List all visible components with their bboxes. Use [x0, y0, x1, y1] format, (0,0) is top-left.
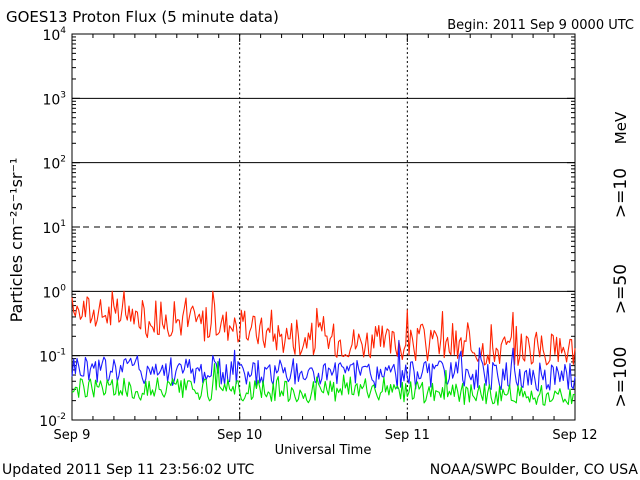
- day-dividers: [239, 34, 408, 420]
- updated-timestamp: Updated 2011 Sep 11 23:56:02 UTC: [2, 462, 255, 478]
- x-tick-label: Sep 10: [217, 428, 262, 443]
- x-axis-tick-labels: Sep 9 Sep 10 Sep 11 Sep 12: [54, 428, 598, 443]
- chart-title: GOES13 Proton Flux (5 minute data): [6, 8, 279, 26]
- series-line-ge50: [71, 339, 576, 392]
- legend: MeV >=10 >=50 >=100: [611, 111, 631, 407]
- y-tick-label: 102: [42, 155, 66, 173]
- series-line-ge10: [71, 290, 576, 366]
- y-tick-label: 101: [42, 219, 66, 237]
- y-tick-label: 104: [42, 26, 66, 44]
- x-tick-label: Sep 11: [385, 428, 430, 443]
- begin-time-label: Begin: 2011 Sep 9 0000 UTC: [447, 18, 634, 33]
- x-tick-label: Sep 12: [552, 428, 597, 443]
- legend-entry-ge10: >=10: [611, 168, 631, 218]
- plot-area: [71, 33, 576, 421]
- y-axis-label: Particles cm⁻²s⁻¹sr⁻¹: [7, 158, 26, 323]
- y-tick-label: 100: [42, 283, 66, 301]
- y-axis-tick-labels: 104 103 102 101 100 10-1 10-2: [39, 26, 66, 430]
- threshold-lines: [72, 97, 575, 357]
- series-line-ge100: [71, 361, 576, 406]
- x-axis-label: Universal Time: [275, 443, 372, 458]
- credit-label: NOAA/SWPC Boulder, CO USA: [430, 462, 639, 478]
- x-tick-label: Sep 9: [54, 428, 91, 443]
- legend-entry-ge50: >=50: [611, 264, 631, 314]
- legend-unit: MeV: [612, 111, 630, 144]
- y-tick-label: 10-2: [39, 412, 66, 430]
- y-tick-label: 10-1: [39, 348, 66, 366]
- y-tick-label: 103: [42, 90, 66, 108]
- legend-entry-ge100: >=100: [611, 347, 631, 408]
- series-lines: [71, 290, 576, 406]
